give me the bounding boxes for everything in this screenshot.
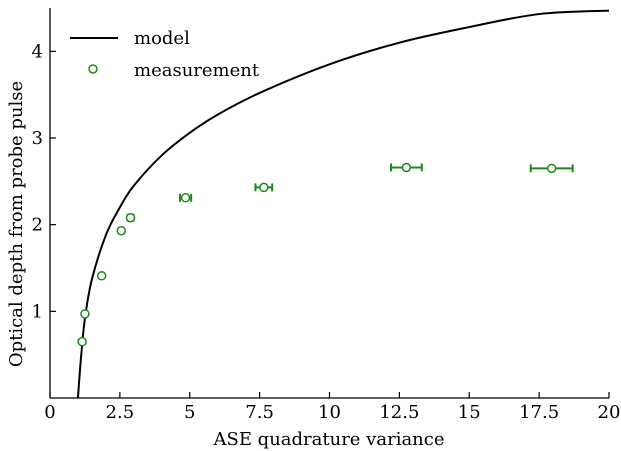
y-tick-label: 2 (32, 215, 43, 236)
data-point (259, 182, 269, 193)
y-tick-label: 1 (32, 301, 43, 322)
data-point (125, 212, 136, 223)
x-tick-label: 7.5 (245, 402, 274, 423)
x-tick-label: 5 (184, 402, 195, 423)
plot-area (76, 9, 610, 399)
data-point (401, 162, 412, 173)
x-axis: 0 2.5 5 7.5 10 12.5 15 17.5 20 (44, 392, 620, 423)
model-curve (76, 9, 610, 399)
x-tick-label: 15 (458, 402, 481, 423)
x-axis-label: ASE quadrature variance (212, 429, 444, 450)
y-tick-label: 3 (32, 128, 43, 149)
data-point (116, 225, 127, 236)
data-point (77, 336, 87, 347)
data-point (180, 193, 191, 203)
x-tick-label: 17.5 (519, 402, 559, 423)
x-tick-label: 2.5 (106, 402, 135, 423)
x-tick-label: 10 (318, 402, 341, 423)
legend-label-model: model (134, 28, 190, 49)
x-tick-label: 0 (44, 402, 55, 423)
y-tick-label: 4 (32, 41, 43, 62)
data-point (546, 163, 557, 174)
x-tick-label: 20 (598, 402, 621, 423)
legend: model measurement (70, 28, 260, 81)
legend-circle-marker (88, 64, 98, 74)
legend-label-measurement: measurement (134, 60, 260, 81)
y-axis-label: Optical depth from probe pulse (6, 81, 27, 367)
data-point (80, 309, 90, 319)
y-axis: 1 2 3 4 (32, 8, 56, 398)
data-point (96, 271, 107, 281)
x-tick-label: 12.5 (379, 402, 419, 423)
